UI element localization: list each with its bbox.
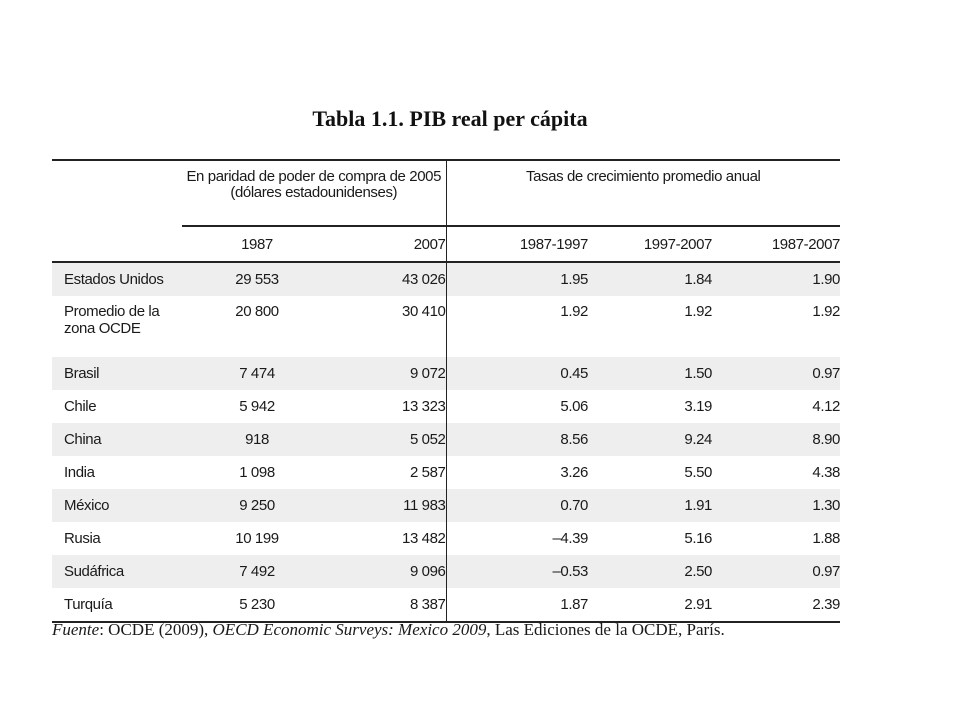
growth-1987-2007: 1.92 [812,303,840,320]
growth-1987-1997: –0.53 [446,555,588,588]
growth-1997-2007: 1.92 [684,303,712,320]
growth-1987-2007: 1.88 [812,530,840,547]
gdp-1987: 20 800 [235,303,279,320]
table-row: Chile 5 942 13 323 5.06 3.19 4.12 [52,390,840,423]
gdp-1987: 7 492 [182,555,332,588]
gdp-2007: 13 482 [332,522,447,555]
table-row: Promedio de la zona OCDE 20 800 30 410 1… [52,296,840,357]
source-label: Fuente [52,620,100,639]
country-name: China [52,423,182,456]
gdp-2007: 8 387 [332,588,447,623]
gdp-2007: 13 323 [332,390,447,423]
growth-1997-2007: 5.50 [684,464,712,481]
table-row: Rusia 10 199 13 482 –4.39 5.16 1.88 [52,522,840,555]
growth-1987-1997: 1.92 [560,303,588,320]
source-text-2: , Las Ediciones de la OCDE, París. [486,620,725,639]
growth-1987-1997: 1.87 [446,588,588,623]
gdp-1987: 5 942 [239,398,275,415]
table-row: Sudáfrica 7 492 9 096 –0.53 2.50 0.97 [52,555,840,588]
table-row: Brasil 7 474 9 072 0.45 1.50 0.97 [52,357,840,390]
country-name: Sudáfrica [52,555,182,588]
growth-1987-2007: 2.39 [712,588,840,623]
table-row: Turquía 5 230 8 387 1.87 2.91 2.39 [52,588,840,623]
source-publication: OECD Economic Surveys: Mexico 2009 [212,620,487,639]
growth-1987-1997: 8.56 [446,423,588,456]
gdp-2007: 2 587 [332,456,447,489]
growth-1997-2007: 2.91 [588,588,712,623]
growth-group-header: Tasas de crecimiento promedio anual [446,159,840,226]
column-header-row: 1987 2007 1987-1997 1997-2007 1987-2007 [52,225,840,263]
growth-1987-2007: 4.38 [812,464,840,481]
growth-1987-2007: 1.90 [712,262,840,296]
growth-1997-2007: 1.50 [588,357,712,390]
table-row: China 918 5 052 8.56 9.24 8.90 [52,423,840,456]
gdp-2007: 9 072 [332,357,447,390]
growth-1997-2007: 1.84 [588,262,712,296]
country-name: Rusia [64,530,101,547]
gdp-2007: 30 410 [332,296,447,357]
growth-1997-2007: 5.16 [684,530,712,547]
source-text-1: : OCDE (2009), [99,620,213,639]
table-row: India 1 098 2 587 3.26 5.50 4.38 [52,456,840,489]
gdp-2007: 43 026 [332,262,447,296]
country-name: Turquía [52,588,182,623]
growth-1987-1997: 1.95 [446,262,588,296]
gdp-2007: 11 983 [332,489,447,522]
growth-1997-2007: 3.19 [684,398,712,415]
gdp-2007: 9 096 [332,555,447,588]
country-name: Estados Unidos [52,262,182,296]
growth-1987-2007: 8.90 [712,423,840,456]
growth-1997-2007: 2.50 [588,555,712,588]
country-name: Chile [64,398,97,415]
gdp-1987: 7 474 [182,357,332,390]
col-header-1997-2007: 1997-2007 [588,225,712,263]
growth-1987-1997: 0.70 [446,489,588,522]
table-row: Estados Unidos 29 553 43 026 1.95 1.84 1… [52,262,840,296]
growth-1987-2007: 0.97 [712,357,840,390]
country-name: México [52,489,182,522]
country-name: India [64,464,95,481]
growth-1987-2007: 0.97 [712,555,840,588]
ppp-group-header: En paridad de poder de compra de 2005 (d… [182,159,447,227]
table-title: Tabla 1.1. PIB real per cápita [312,106,588,131]
header-empty-cell [52,226,182,263]
gdp-1987: 9 250 [182,489,332,522]
growth-1987-1997: 5.06 [560,398,588,415]
gdp-1987: 10 199 [235,530,279,547]
gdp-1987: 5 230 [182,588,332,623]
growth-1987-2007: 1.30 [712,489,840,522]
source-note: Fuente: OCDE (2009), OECD Economic Surve… [52,620,725,640]
country-name: Promedio de la zona OCDE [64,303,160,337]
col-header-1987: 1987 [182,226,332,263]
group-header-row: En paridad de poder de compra de 2005 (d… [52,159,840,227]
growth-1987-1997: –4.39 [552,530,588,547]
growth-1997-2007: 1.91 [588,489,712,522]
gdp-1987: 29 553 [182,262,332,296]
table-row: México 9 250 11 983 0.70 1.91 1.30 [52,489,840,522]
growth-1987-1997: 3.26 [560,464,588,481]
col-header-2007: 2007 [332,226,447,263]
header-blank-cell [52,159,182,226]
col-header-1987-2007: 1987-2007 [712,225,840,263]
growth-1997-2007: 9.24 [588,423,712,456]
growth-1987-2007: 4.12 [812,398,840,415]
gdp-1987: 918 [182,423,332,456]
col-header-1987-1997: 1987-1997 [446,225,588,263]
country-name: Brasil [52,357,182,390]
gdp-1987: 1 098 [239,464,275,481]
growth-1987-1997: 0.45 [446,357,588,390]
gdp-table: En paridad de poder de compra de 2005 (d… [52,159,840,623]
gdp-2007: 5 052 [332,423,447,456]
